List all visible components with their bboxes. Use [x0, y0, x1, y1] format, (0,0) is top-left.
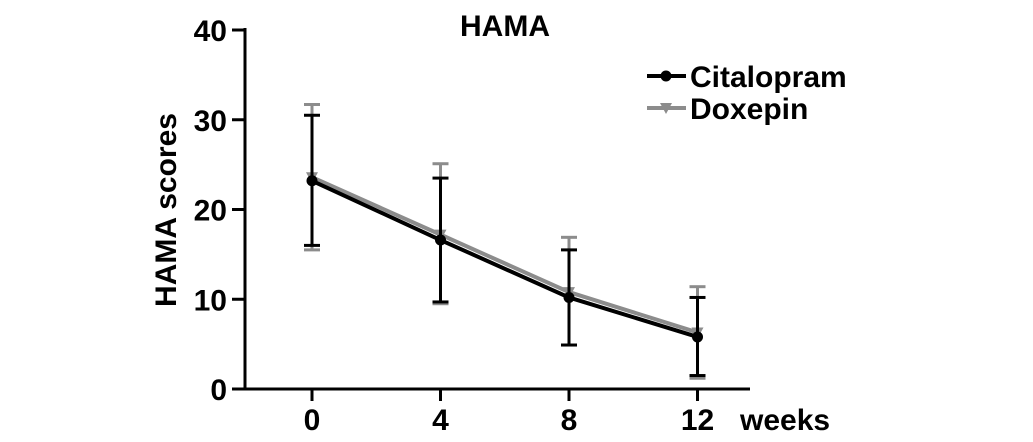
legend-label: Citalopram — [690, 61, 847, 94]
x-axis-label: weeks — [739, 404, 830, 437]
y-tick-label: 20 — [194, 195, 227, 228]
series-line — [311, 178, 699, 339]
x-tick-label: 4 — [432, 404, 449, 437]
y-tick-label: 0 — [210, 374, 227, 407]
y-tick-label: 30 — [194, 105, 227, 138]
series-line — [311, 175, 699, 335]
series-layer — [304, 102, 706, 380]
data-point — [563, 291, 575, 303]
x-tick-label: 0 — [304, 404, 321, 437]
legend-marker — [660, 70, 672, 82]
x-tick-label: 8 — [561, 404, 578, 437]
y-tick-label: 40 — [194, 15, 227, 48]
legend-label: Doxepin — [690, 93, 808, 126]
y-axis: 0 10 20 30 40 — [194, 15, 247, 407]
y-tick-label: 10 — [194, 284, 227, 317]
series-doxepin — [304, 102, 706, 380]
data-point — [692, 331, 703, 343]
legend-marker — [660, 103, 672, 114]
data-point — [435, 234, 446, 246]
data-point — [306, 175, 318, 187]
chart-title: HAMA — [460, 10, 550, 43]
x-axis: 0 4 8 12 — [243, 387, 750, 437]
y-axis-label: HAMA scores — [150, 113, 183, 307]
x-tick-label: 12 — [681, 404, 714, 437]
series-citalopram — [304, 113, 706, 378]
